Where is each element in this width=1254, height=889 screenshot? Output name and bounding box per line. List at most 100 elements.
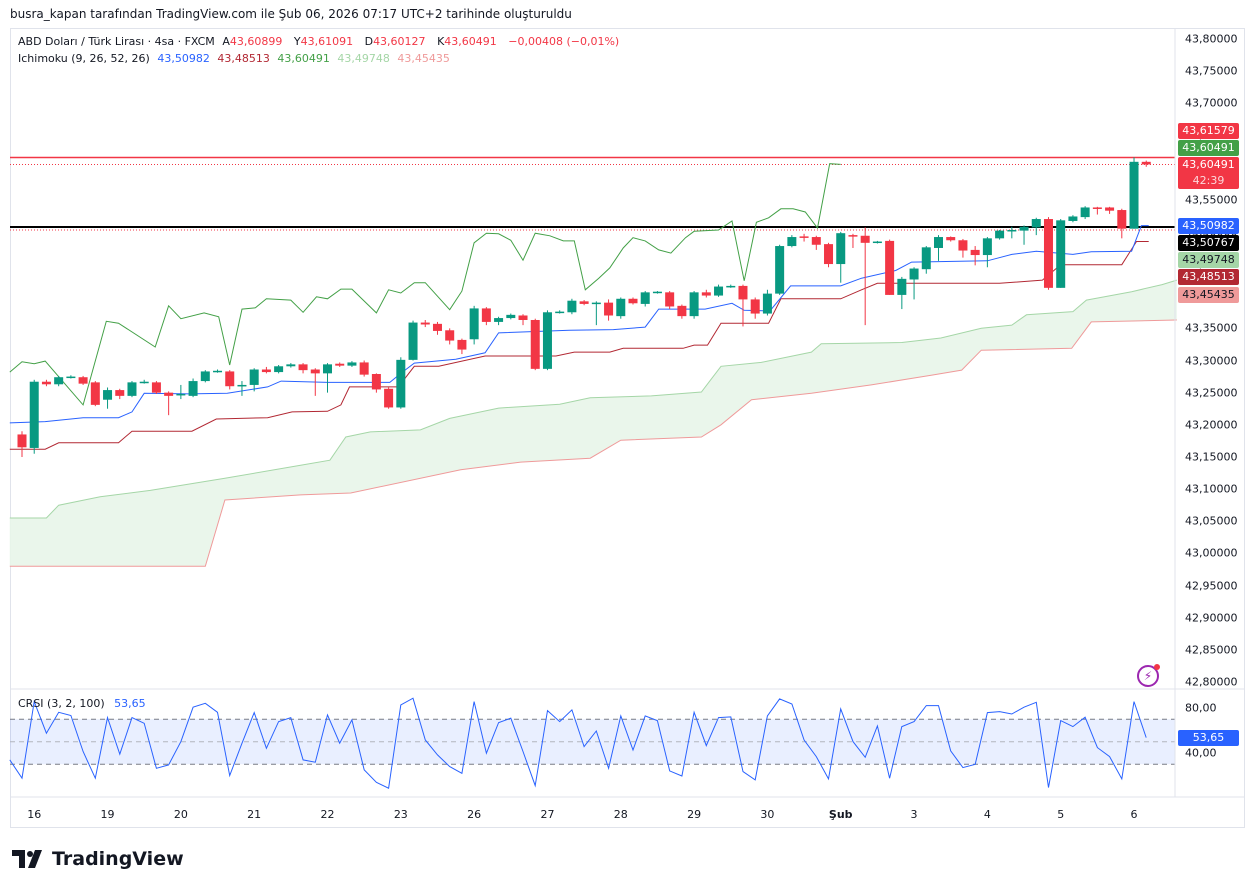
candle [824,242,834,268]
candle-body [200,371,210,382]
candle [225,370,235,390]
high-value: 43,61091 [300,35,354,48]
price-badge: 43,49748 [1178,252,1239,268]
candle [555,310,565,314]
candle-body [958,240,968,251]
time-axis-label: 29 [687,808,702,821]
price-badge-value: 43,50982 [1182,219,1235,232]
candle [200,370,210,383]
price-axis-label: 43,15000 [1185,450,1238,464]
candle-body [457,339,467,350]
candle-body [652,291,662,294]
price-axis-label: 42,90000 [1185,611,1238,625]
candle [995,229,1005,240]
candle-body [811,237,821,245]
candle [958,238,968,258]
crsi-line [9,697,1147,789]
open-label: A [222,35,230,48]
candle-body [726,285,736,288]
candle-body [897,278,907,295]
candle [90,381,100,407]
candle-body [579,301,589,304]
price-badge: 43,50982 [1178,218,1239,234]
candle [628,297,638,305]
candle [335,362,345,367]
ichimoku-legend[interactable]: Ichimoku (9, 26, 52, 26) 43,50982 43,485… [18,52,454,65]
candle-body [115,390,125,396]
price-badge-value: 43,61579 [1182,124,1235,137]
candle [750,297,760,319]
candle [1019,225,1029,245]
candle [1080,206,1090,220]
candle [909,267,919,300]
candle [1056,219,1066,288]
candle-body [66,376,76,379]
candle [518,314,528,326]
crsi-legend[interactable]: CRSI (3, 2, 100) 53,65 [18,697,146,710]
candle-body [274,366,284,373]
crsi-value: 53,65 [114,697,146,710]
candle-body [298,364,308,371]
tradingview-logo[interactable]: TradingView [12,848,184,870]
candle-body [787,237,797,247]
price-badge: 43,50767 [1178,235,1239,251]
price-badge: 43,48513 [1178,269,1239,285]
candle [934,235,943,261]
candle-body [628,298,638,304]
candle [286,363,296,368]
candle [261,366,271,374]
candle-body [335,363,345,366]
time-axis-label: 3 [910,808,918,821]
candle [787,235,797,248]
candle-body [909,268,919,280]
time-axis-label: 26 [467,808,482,821]
candle-body [494,318,504,322]
candle [714,284,724,297]
change-value: −0,00408 (−0,01%) [508,35,620,48]
price-axis-label: 43,55000 [1185,193,1238,207]
candle [78,375,88,385]
candle-body [1117,210,1127,229]
candle-body [640,292,650,304]
time-axis-label: 20 [173,808,188,821]
ichimoku-cloud [9,279,1177,567]
candle-body [396,359,406,408]
chart-frame [10,28,1245,828]
price-axis-label: 43,25000 [1185,386,1238,400]
candle-body [542,312,552,369]
candle-body [1068,216,1078,221]
candle [420,319,430,328]
candle [921,246,931,274]
candle-body [384,388,394,408]
span-b-value: 43,45435 [397,52,450,65]
candle [396,357,406,409]
candle [604,299,614,321]
candle-body [432,323,442,331]
low-value: 43,60127 [373,35,426,48]
price-badge-value: 43,50767 [1182,236,1235,249]
candle-body [824,244,834,265]
candles [17,157,1151,457]
time-axis-label: 6 [1130,808,1138,821]
candle [640,291,650,307]
candle-body [188,381,198,396]
candle [579,300,589,306]
lightning-icon[interactable]: ⚡ [1137,664,1160,687]
candle [872,240,882,244]
candle [139,379,149,384]
candle [481,307,491,326]
candle [66,375,76,379]
candle-body [371,374,381,390]
candle-body [323,364,332,374]
candle [188,378,198,398]
symbol-legend[interactable]: ABD Doları / Türk Lirası · 4sa · FXCM A4… [18,35,623,48]
price-badge-value: 43,45435 [1182,288,1235,301]
price-axis-label: 42,95000 [1185,579,1238,593]
candle [445,328,455,345]
time-axis-label: Şub [828,808,853,821]
candle [298,363,308,374]
candle [946,236,956,242]
candle-body [714,286,724,296]
senkou-span-b-line [9,319,1177,567]
